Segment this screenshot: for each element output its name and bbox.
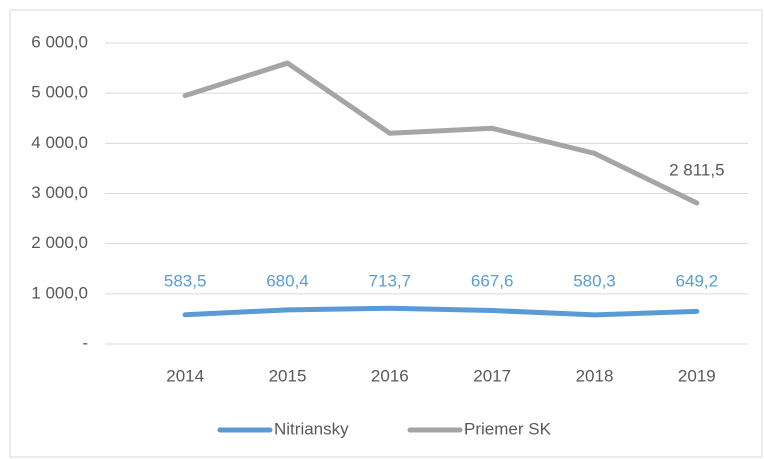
data-label: 580,3	[573, 271, 616, 290]
data-label: 583,5	[164, 271, 207, 290]
series-line	[182, 305, 700, 318]
y-tick-label: 5 000,0	[31, 83, 88, 102]
data-label: 667,6	[471, 271, 514, 290]
legend-label: Priemer SK	[464, 419, 552, 438]
y-tick-label: -	[82, 333, 88, 352]
x-tick-label: 2019	[678, 366, 716, 385]
x-tick-label: 2014	[166, 366, 204, 385]
data-label: 713,7	[369, 271, 412, 290]
series-line	[182, 60, 700, 206]
data-label: 649,2	[676, 271, 719, 290]
data-label: 2 811,5	[669, 160, 724, 179]
y-tick-label: 6 000,0	[31, 32, 88, 51]
legend-label: Nitriansky	[274, 419, 349, 438]
y-tick-label: 3 000,0	[31, 183, 88, 202]
y-tick-label: 2 000,0	[31, 233, 88, 252]
y-tick-label: 1 000,0	[31, 283, 88, 302]
x-tick-label: 2017	[473, 366, 511, 385]
x-tick-label: 2015	[269, 366, 307, 385]
y-tick-label: 4 000,0	[31, 133, 88, 152]
data-label: 680,4	[266, 271, 309, 290]
chart-frame	[9, 9, 763, 458]
x-tick-label: 2016	[371, 366, 409, 385]
x-tick-label: 2018	[576, 366, 614, 385]
